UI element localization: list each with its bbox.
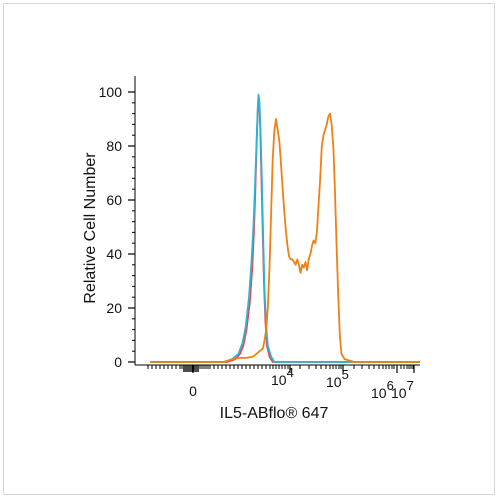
x-axis-title: IL5-ABflo® 647 [220, 405, 329, 422]
figure-frame [3, 3, 495, 495]
x-tick-exponent: 6 [387, 378, 394, 393]
y-tick-label: 0 [114, 354, 122, 370]
x-tick-label: 105 [326, 367, 349, 390]
series-group [150, 93, 420, 363]
x-tick-label: 107 [391, 378, 414, 401]
x-axis-title-suffix: ® 647 [285, 405, 328, 422]
y-tick-label: 20 [106, 300, 122, 316]
x-tick-exponent: 7 [407, 378, 414, 393]
y-tick-label: 100 [99, 84, 123, 100]
series-line-2 [150, 93, 420, 363]
y-axis-title: Relative Cell Number [82, 152, 99, 304]
series-line-3 [150, 112, 420, 363]
axes [128, 76, 420, 373]
x-tick-label: 0 [189, 383, 197, 399]
x-tick-exponent: 5 [342, 367, 349, 382]
x-tick-exponent: 4 [287, 365, 294, 380]
y-tick-label: 80 [106, 138, 122, 154]
y-tick-label: 60 [106, 192, 122, 208]
y-tick-label: 40 [106, 246, 122, 262]
